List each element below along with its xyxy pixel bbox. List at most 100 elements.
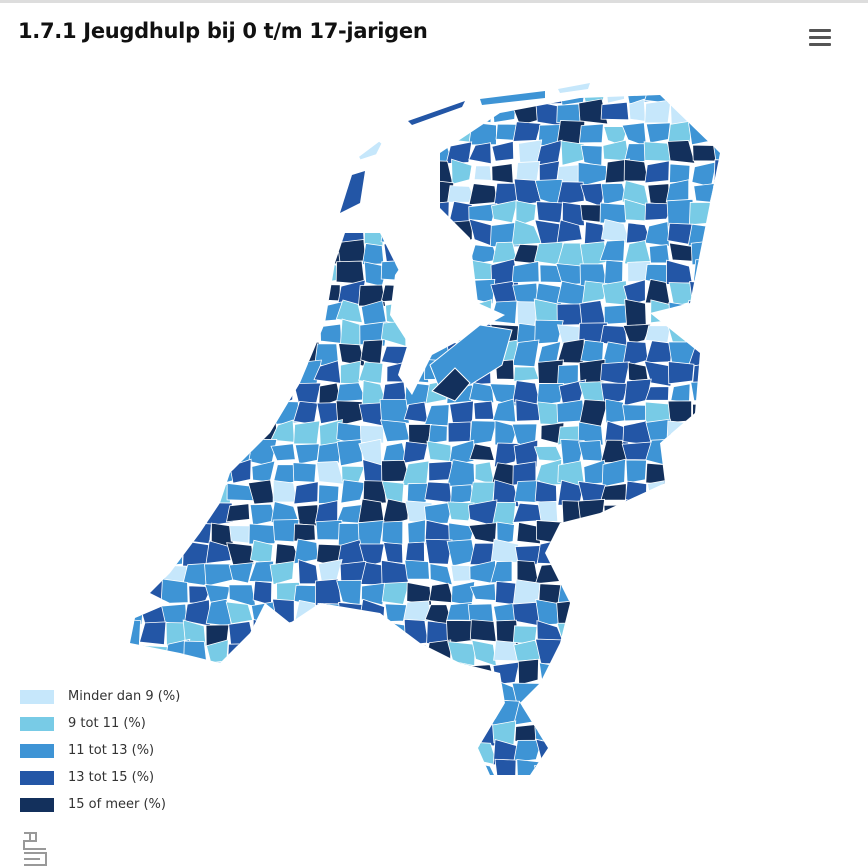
municipality	[269, 560, 295, 586]
municipality	[601, 723, 629, 741]
municipality	[469, 382, 495, 404]
municipality	[229, 458, 252, 484]
municipality	[710, 438, 720, 466]
municipality	[693, 761, 718, 775]
municipality	[294, 443, 320, 465]
municipality	[252, 580, 273, 606]
municipality	[205, 479, 231, 504]
municipality	[184, 382, 212, 405]
municipality	[137, 399, 167, 425]
municipality	[710, 501, 720, 528]
municipality	[206, 739, 235, 767]
municipality	[645, 386, 670, 401]
municipality	[130, 202, 145, 227]
municipality	[271, 239, 301, 264]
municipality	[691, 161, 717, 188]
municipality	[711, 683, 720, 705]
municipality	[130, 539, 146, 561]
municipality	[139, 95, 167, 105]
municipality	[496, 521, 515, 545]
municipality	[579, 300, 607, 327]
municipality	[536, 520, 565, 545]
municipality	[358, 402, 384, 427]
municipality	[183, 221, 210, 246]
municipality	[557, 538, 582, 566]
municipality	[316, 721, 341, 744]
municipality	[203, 759, 234, 775]
municipality	[666, 519, 693, 547]
municipality	[623, 198, 651, 222]
municipality	[160, 425, 190, 447]
municipality	[130, 381, 146, 407]
municipality	[648, 540, 674, 564]
municipality	[382, 743, 403, 768]
municipality	[578, 559, 609, 585]
municipality	[293, 95, 322, 107]
municipality	[363, 640, 386, 666]
municipality	[709, 199, 720, 226]
municipality	[445, 121, 474, 143]
municipality	[584, 619, 608, 645]
municipality	[688, 479, 718, 505]
municipality	[692, 361, 717, 386]
municipality	[335, 95, 364, 108]
municipality	[668, 361, 695, 385]
municipality	[317, 139, 344, 161]
municipality	[713, 560, 720, 584]
municipality	[139, 199, 168, 223]
municipality	[293, 481, 319, 505]
municipality	[713, 604, 720, 624]
municipality	[583, 683, 606, 701]
municipality	[709, 760, 720, 775]
municipality	[294, 699, 319, 722]
municipality	[716, 459, 720, 486]
municipality	[622, 323, 652, 345]
municipality	[141, 281, 168, 306]
municipality	[581, 742, 607, 767]
menu-button[interactable]	[809, 29, 831, 50]
municipality	[428, 424, 448, 444]
municipality	[624, 718, 650, 745]
municipality	[538, 662, 558, 685]
municipality	[130, 118, 146, 148]
municipality	[689, 281, 714, 303]
municipality	[184, 418, 211, 448]
municipality	[402, 700, 432, 726]
municipality	[162, 499, 191, 527]
municipality	[271, 319, 299, 346]
municipality	[667, 400, 692, 423]
municipality	[383, 542, 404, 564]
municipality	[667, 120, 693, 145]
municipality	[644, 160, 670, 184]
municipality	[623, 662, 649, 685]
municipality	[229, 660, 253, 685]
municipality	[204, 302, 229, 325]
municipality	[403, 678, 430, 708]
municipality	[534, 563, 561, 585]
municipality	[469, 619, 497, 643]
municipality	[130, 504, 147, 527]
municipality	[451, 158, 473, 185]
municipality	[603, 643, 626, 664]
municipality	[185, 703, 210, 728]
municipality	[646, 743, 673, 764]
municipality	[140, 478, 163, 505]
municipality	[448, 439, 475, 466]
municipality	[561, 201, 585, 227]
municipality	[688, 202, 715, 226]
chart-title: 1.7.1 Jeugdhulp bij 0 t/m 17-jarigen	[18, 19, 428, 43]
municipality	[181, 743, 212, 767]
municipality	[710, 541, 720, 566]
municipality	[401, 460, 430, 487]
legend-item: 13 tot 15 (%)	[20, 764, 180, 791]
municipality	[247, 201, 278, 222]
municipality	[667, 459, 697, 485]
municipality	[381, 498, 410, 528]
municipality	[335, 299, 363, 324]
municipality	[710, 285, 720, 302]
municipality	[601, 539, 630, 565]
municipality	[139, 240, 169, 266]
municipality	[182, 540, 210, 568]
municipality	[207, 700, 228, 727]
